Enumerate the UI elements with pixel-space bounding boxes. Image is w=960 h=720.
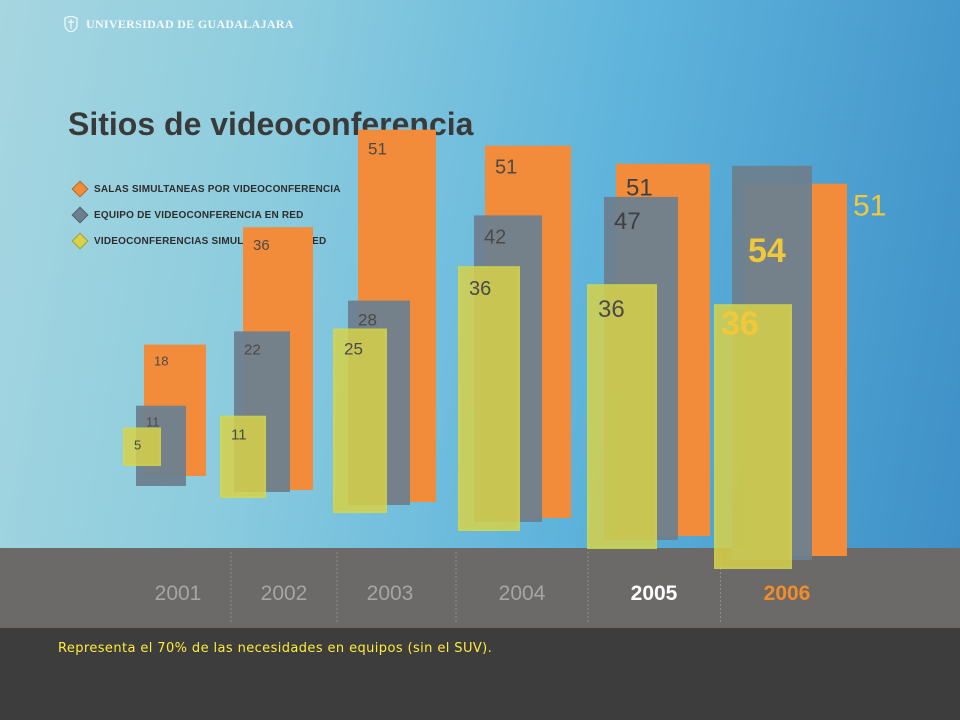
university-seal-icon (64, 16, 78, 32)
data-label: 51 (626, 175, 653, 202)
legend-item: SALAS SIMULTANEAS POR VIDEOCONFERENCIA (71, 180, 341, 198)
data-label: 51 (495, 157, 517, 179)
year-tick-label: 2004 (499, 582, 546, 605)
bar-videoconferencias (587, 284, 657, 549)
bar-videoconferencias (333, 328, 387, 513)
data-label: 18 (154, 354, 168, 369)
legend-item: EQUIPO DE VIDEOCONFERENCIA EN RED (71, 206, 341, 224)
slide-caption: Representa el 70% de las necesidades en … (58, 641, 493, 656)
data-label: 51 (853, 190, 886, 223)
caption-band (0, 628, 960, 720)
data-label: 28 (358, 311, 377, 330)
data-label: 11 (231, 427, 247, 444)
data-label: 54 (748, 232, 786, 270)
data-label: 36 (721, 305, 759, 343)
data-label: 36 (469, 278, 491, 300)
bar-videoconferencias (123, 427, 161, 466)
data-label: 5 (134, 438, 141, 453)
data-label: 42 (484, 226, 506, 248)
brand-name: UNIVERSIDAD DE GUADALAJARA (86, 16, 294, 31)
year-tick-label: 2002 (261, 582, 308, 605)
data-label: 11 (146, 415, 160, 430)
year-tick-label: 2003 (367, 582, 414, 605)
chart-legend: SALAS SIMULTANEAS POR VIDEOCONFERENCIA E… (71, 180, 341, 260)
data-label: 22 (244, 341, 261, 358)
year-tick-label: 2005 (631, 582, 678, 605)
bar-chart: 18 11 5 36 22 11 51 28 25 51 42 36 51 47 36 51 54 36 2001 2… (123, 129, 886, 624)
legend-item: VIDEOCONFERENCIAS SIMULTANEAS EN RED (71, 232, 341, 250)
slide-background: UNIVERSIDAD DE GUADALAJARA Sitios de vid… (0, 0, 960, 628)
data-label: 25 (344, 340, 363, 359)
bar-videoconferencias (220, 415, 266, 499)
data-label: 36 (253, 237, 270, 254)
year-tick-label: 2001 (155, 582, 202, 605)
bar-videoconferencias (458, 266, 520, 531)
year-tick-label: 2006 (764, 582, 811, 605)
legend-label: SALAS SIMULTANEAS POR VIDEOCONFERENCIA (94, 183, 341, 195)
brand-header: UNIVERSIDAD DE GUADALAJARA (64, 16, 294, 32)
year-shelf (0, 548, 960, 628)
bar-videoconferencias (714, 304, 792, 569)
data-label: 36 (598, 296, 625, 323)
legend-label: EQUIPO DE VIDEOCONFERENCIA EN RED (94, 209, 304, 221)
legend-label: VIDEOCONFERENCIAS SIMULTANEAS EN RED (94, 235, 327, 247)
data-label: 47 (614, 208, 641, 235)
data-label: 51 (368, 140, 387, 159)
